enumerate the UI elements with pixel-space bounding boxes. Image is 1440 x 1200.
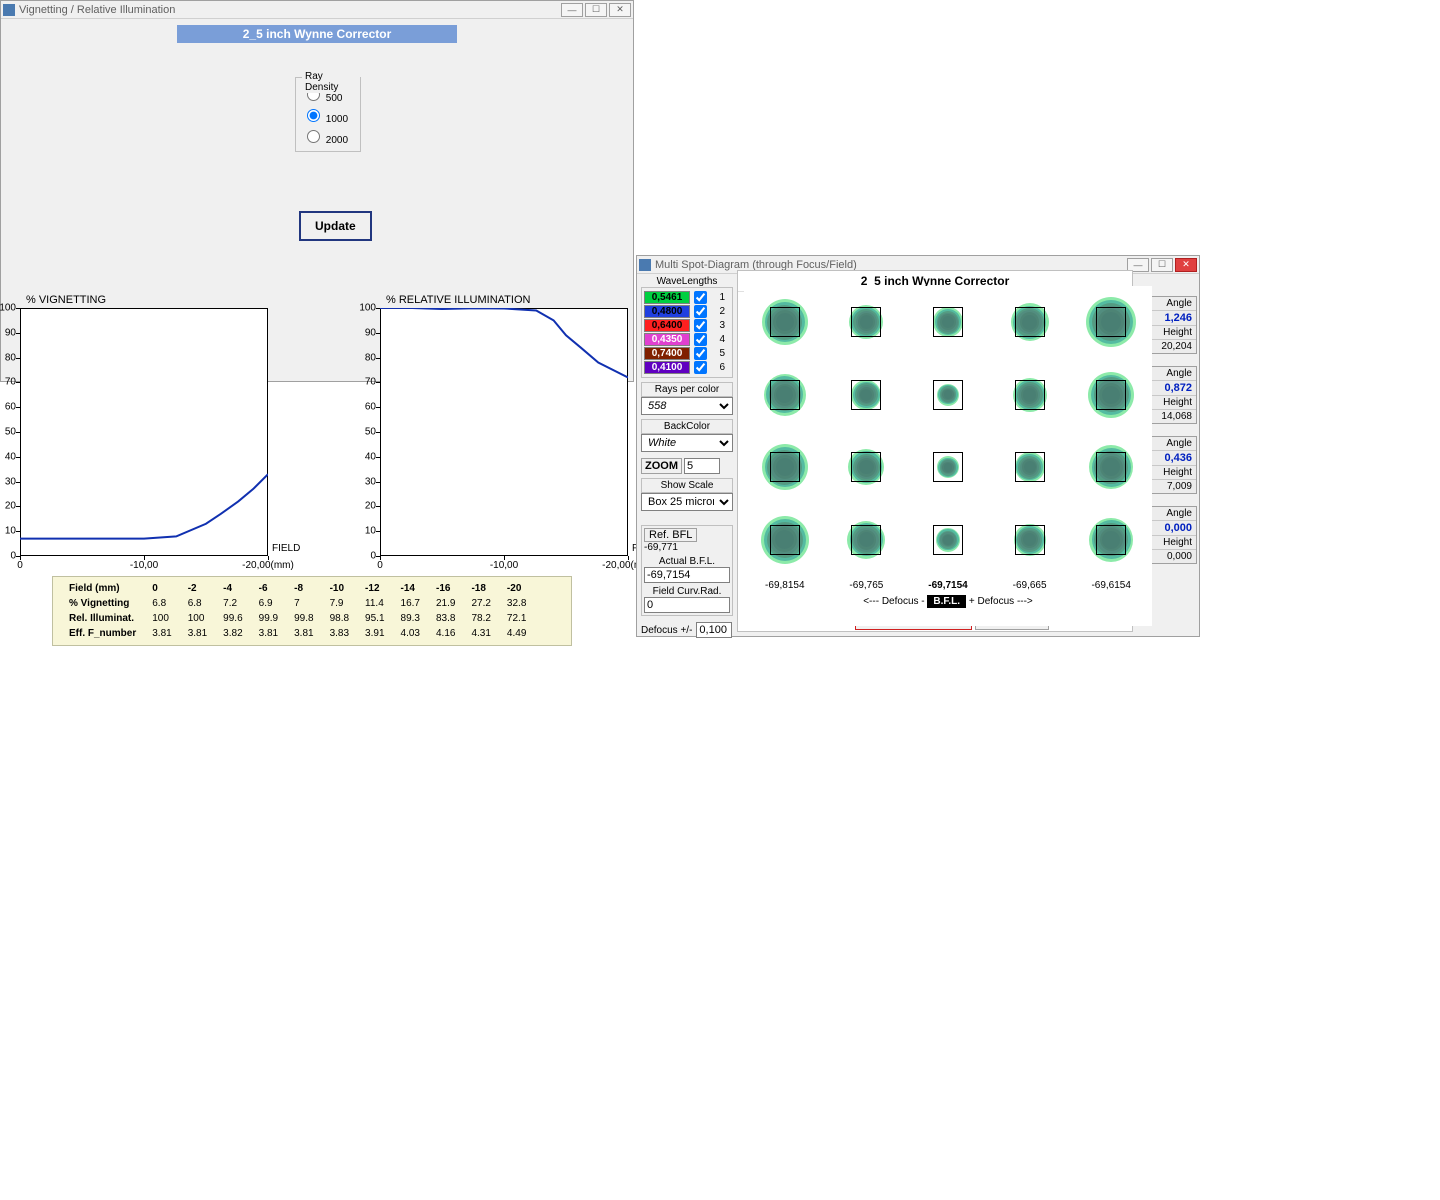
spot-cell: [933, 380, 963, 410]
defocus-value: -69,665: [1013, 580, 1047, 591]
spot-cell: [770, 525, 800, 555]
spot-cell: [1015, 452, 1045, 482]
design-title-banner: 2_5 inch Wynne Corrector: [177, 25, 457, 43]
minimize-button[interactable]: —: [561, 3, 583, 17]
backcolor-label: BackColor: [641, 419, 733, 434]
titlebar-text: Multi Spot-Diagram (through Focus/Field): [655, 259, 857, 271]
maximize-button[interactable]: ☐: [585, 3, 607, 17]
spot-cell: [851, 380, 881, 410]
spot-cell: [770, 307, 800, 337]
wavelength-checkbox[interactable]: [694, 333, 707, 346]
fieldcurv-label: Field Curv.Rad.: [644, 586, 730, 597]
vignetting-titlebar: Vignetting / Relative Illumination — ☐ ✕: [1, 1, 633, 19]
wavelength-checkbox[interactable]: [694, 305, 707, 318]
app-icon: [3, 4, 15, 16]
wavelengths-label: WaveLengths: [641, 276, 733, 287]
wavelength-row: 0,54611: [644, 291, 730, 304]
wavelength-row: 0,64003: [644, 319, 730, 332]
ray-density-group: Ray Density 500 1000 2000: [295, 77, 361, 152]
showscale-select[interactable]: Box 25 microns: [641, 493, 733, 511]
defocus-value: -69,8154: [765, 580, 804, 591]
update-button[interactable]: Update: [299, 211, 372, 241]
vignetting-chart: % VIGNETTING01020304050607080901000-10,0…: [20, 308, 268, 556]
wavelength-checkbox[interactable]: [694, 361, 707, 374]
wavelength-row: 0,41006: [644, 361, 730, 374]
ref-bfl-label: Ref. BFL: [644, 528, 697, 542]
spot-cell: [933, 307, 963, 337]
spot-cell: [851, 307, 881, 337]
spot-cell: [1096, 452, 1126, 482]
spot-cell: [1015, 307, 1045, 337]
illumination-chart: % RELATIVE ILLUMINATION01020304050607080…: [380, 308, 628, 556]
actual-bfl-label: Actual B.F.L.: [644, 556, 730, 567]
spot-cell: [933, 452, 963, 482]
actual-bfl-input[interactable]: [644, 567, 730, 583]
defocus-legend: <--- Defocus - B.F.L. + Defocus --->: [744, 596, 1152, 607]
app-icon: [639, 259, 651, 271]
wavelength-row: 0,74005: [644, 347, 730, 360]
ray-density-option[interactable]: [307, 130, 320, 143]
spot-cell: [1096, 380, 1126, 410]
ray-density-label: Ray Density: [302, 71, 360, 93]
ray-density-option[interactable]: [307, 109, 320, 122]
backcolor-select[interactable]: White: [641, 434, 733, 452]
maximize-button[interactable]: ☐: [1151, 258, 1173, 272]
spot-cell: [1015, 525, 1045, 555]
close-button[interactable]: ✕: [609, 3, 631, 17]
spot-cell: [851, 525, 881, 555]
close-button[interactable]: ✕: [1175, 258, 1197, 272]
spot-cell: [1096, 525, 1126, 555]
zoom-input[interactable]: [684, 458, 720, 474]
spot-cell: [933, 525, 963, 555]
wavelength-row: 0,43504: [644, 333, 730, 346]
rays-per-color-select[interactable]: 558: [641, 397, 733, 415]
results-table: Field (mm)0-2-4-6-8-10-12-14-16-18-20% V…: [52, 576, 572, 646]
defocus-pm-input[interactable]: [696, 622, 732, 638]
showscale-label: Show Scale: [641, 478, 733, 493]
titlebar-text: Vignetting / Relative Illumination: [19, 4, 175, 16]
spot-cell: [1015, 380, 1045, 410]
defocus-value: -69,6154: [1091, 580, 1130, 591]
spot-cell: [770, 380, 800, 410]
defocus-value: -69,7154: [928, 580, 967, 591]
ref-bfl-value: -69,771: [644, 542, 678, 553]
rays-per-color-label: Rays per color: [641, 382, 733, 397]
spot-grid: -69,8154 -69,765 -69,7154 -69,665 -69,6154 <-…: [744, 286, 1152, 626]
wavelength-checkbox[interactable]: [694, 291, 707, 304]
defocus-value: -69,765: [849, 580, 883, 591]
zoom-label: ZOOM: [641, 458, 682, 474]
spot-cell: [770, 452, 800, 482]
wavelength-row: 0,48002: [644, 305, 730, 318]
spot-cell: [1096, 307, 1126, 337]
wavelength-checkbox[interactable]: [694, 319, 707, 332]
multispot-controls: WaveLengths 0,546110,480020,640030,43504…: [641, 276, 733, 638]
fieldcurv-input[interactable]: [644, 597, 730, 613]
spot-cell: [851, 452, 881, 482]
defocus-pm-label: Defocus +/-: [641, 625, 692, 636]
wavelength-checkbox[interactable]: [694, 347, 707, 360]
